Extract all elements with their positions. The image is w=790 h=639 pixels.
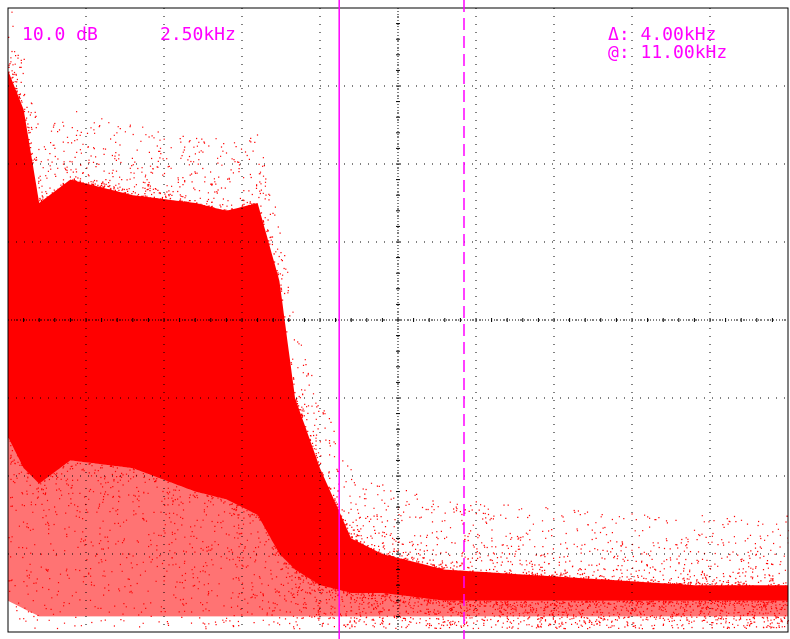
vertical-scale-readout: 10.0 dB [22,24,98,45]
graticule [7,7,789,633]
spectrum-body [8,70,788,601]
spectrum-trace [8,11,789,630]
delta-readout: Δ: 4.00kHz [608,24,717,45]
noise-floor-band [8,437,788,617]
cursor-lines [338,0,465,639]
cursor-position-readout: @: 11.00kHz [608,42,728,63]
horizontal-scale-readout: 2.50kHz [160,24,236,45]
